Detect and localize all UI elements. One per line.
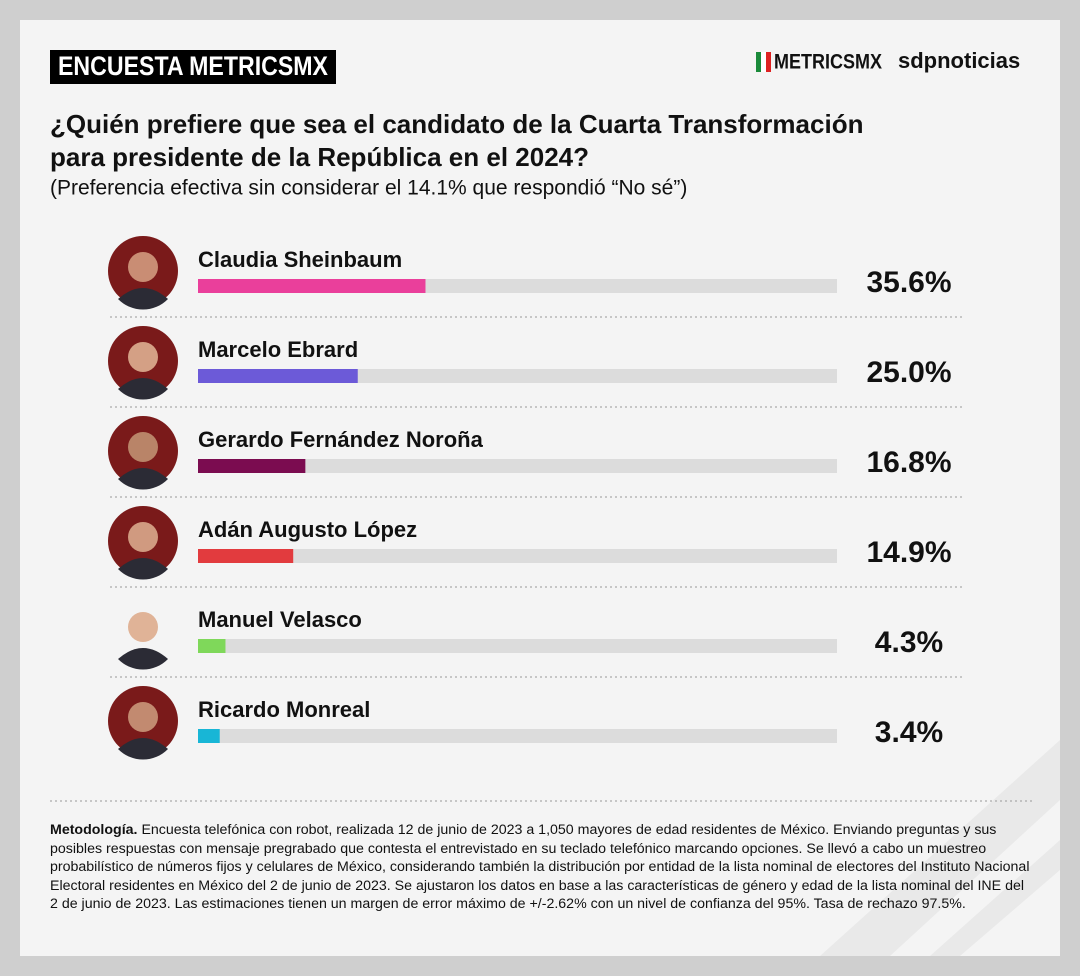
chart-title: ¿Quién prefiere que sea el candidato de … xyxy=(50,109,863,172)
avatar-face xyxy=(128,432,158,462)
candidate-name: Gerardo Fernández Noroña xyxy=(198,427,484,452)
avatar-body xyxy=(118,468,168,490)
avatar-body xyxy=(118,648,168,670)
badge-box xyxy=(50,50,336,84)
avatar-face xyxy=(128,342,158,372)
chart-subtitle: (Preferencia efectiva sin considerar el … xyxy=(50,177,687,200)
value-label: 14.9% xyxy=(866,536,951,569)
logo-flag xyxy=(756,52,761,72)
bar xyxy=(198,279,426,293)
methodology-label: Metodología. xyxy=(50,822,138,838)
avatar-face xyxy=(128,522,158,552)
avatar-face xyxy=(128,612,158,642)
avatar-body xyxy=(118,738,168,760)
value-label: 4.3% xyxy=(875,626,943,659)
candidate-name: Marcelo Ebrard xyxy=(198,337,358,362)
avatar-body xyxy=(118,558,168,580)
methodology-text: Encuesta telefónica con robot, realizada… xyxy=(50,822,1030,912)
candidate-name: Claudia Sheinbaum xyxy=(198,247,402,272)
value-label: 3.4% xyxy=(875,716,943,749)
bar xyxy=(198,459,306,473)
card xyxy=(20,20,1060,956)
value-label: 16.8% xyxy=(866,446,951,479)
candidate-name: Ricardo Monreal xyxy=(198,697,370,722)
decor xyxy=(930,840,1060,956)
avatar-face xyxy=(128,702,158,732)
avatar-body xyxy=(118,288,168,310)
avatar-face xyxy=(128,252,158,282)
bar-track xyxy=(198,459,837,473)
methodology: Metodología. Encuesta telefónica con rob… xyxy=(50,821,1035,914)
avatar-body xyxy=(118,378,168,400)
logo-flag xyxy=(766,52,771,72)
bar xyxy=(198,729,220,743)
logo-flag xyxy=(761,52,766,72)
badge: ENCUESTA METRICSMX xyxy=(58,51,328,81)
logo-metrics: METRICSMX xyxy=(774,51,882,74)
bar-track xyxy=(198,549,837,563)
value-label: 35.6% xyxy=(866,266,951,299)
bar-track xyxy=(198,729,837,743)
bar xyxy=(198,369,358,383)
logo-sdp: sdpnoticias xyxy=(898,48,1020,73)
candidate-name: Manuel Velasco xyxy=(198,607,362,632)
value-label: 25.0% xyxy=(866,356,951,389)
bar xyxy=(198,549,294,563)
decor xyxy=(820,740,1060,956)
candidate-name: Adán Augusto López xyxy=(198,517,417,542)
bar xyxy=(198,639,226,653)
bar-track xyxy=(198,639,837,653)
